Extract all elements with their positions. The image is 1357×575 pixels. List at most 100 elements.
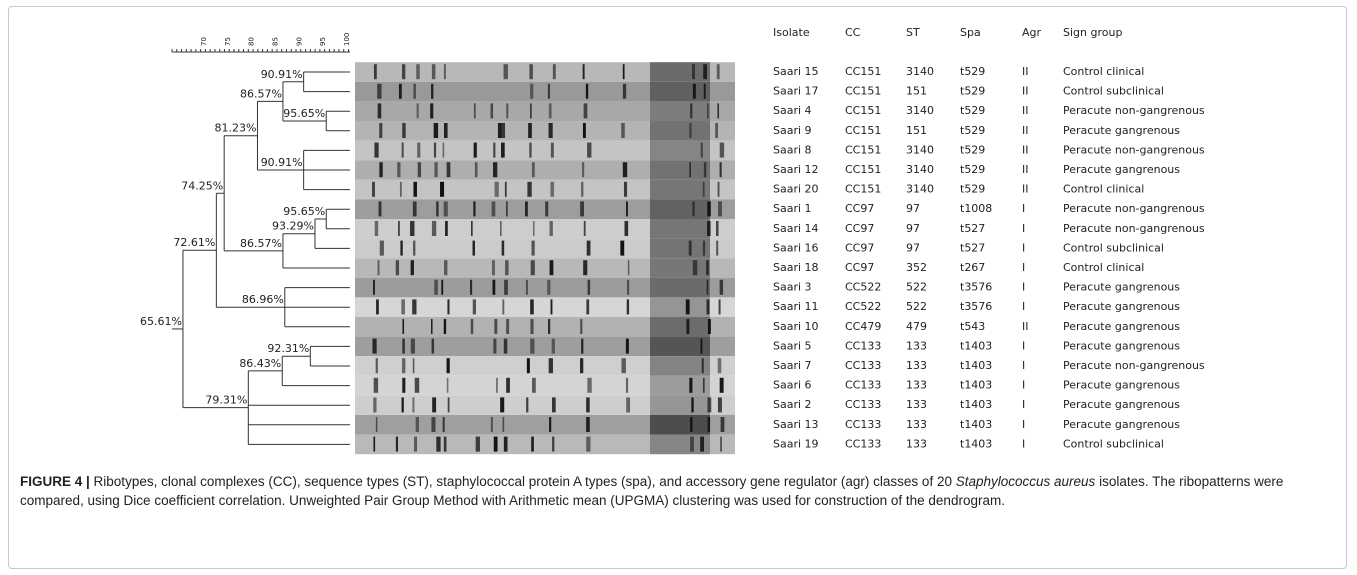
gel-band <box>582 123 586 138</box>
gel-band <box>431 338 435 354</box>
gel-band <box>502 299 505 315</box>
gel-lane <box>355 356 735 376</box>
table-cell: CC151 <box>845 124 881 137</box>
gel-band <box>583 260 588 276</box>
gel-band <box>401 299 405 315</box>
gel-band <box>470 319 474 334</box>
table-cell: CC133 <box>845 398 881 411</box>
gel-band <box>529 142 532 158</box>
caption-species: Staphylococcus aureus <box>955 474 1096 489</box>
table-header: Sign group <box>1063 26 1122 39</box>
node-label: 86.96% <box>242 293 284 306</box>
table-cell: Control clinical <box>1063 261 1144 274</box>
table-cell: Peracute non-gangrenous <box>1063 104 1205 117</box>
gel-band <box>586 436 591 452</box>
table-cell: Peracute gangrenous <box>1063 320 1180 333</box>
gel-lane <box>355 121 735 141</box>
gel-band <box>413 83 416 99</box>
table-cell: t1403 <box>960 398 992 411</box>
gel-band <box>580 358 584 374</box>
table-cell: t1403 <box>960 359 992 372</box>
gel-band <box>442 417 445 432</box>
gel-band <box>491 260 495 276</box>
gel-band <box>545 201 549 217</box>
table-cell: 151 <box>906 85 927 98</box>
table-cell: CC479 <box>845 320 881 333</box>
table-cell: Peracute gangrenous <box>1063 163 1180 176</box>
table-cell: 522 <box>906 281 927 294</box>
gel-band <box>547 83 551 99</box>
gel-band <box>622 162 628 178</box>
table-cell: Saari 13 <box>773 418 819 431</box>
gel-band <box>549 260 554 276</box>
gel-band <box>373 436 376 452</box>
gel-band <box>582 64 585 80</box>
gel-band <box>506 377 510 393</box>
gel-smear <box>650 219 710 239</box>
table-cell: Saari 8 <box>773 143 812 156</box>
table-cell: t1008 <box>960 202 992 215</box>
gel-band <box>501 142 505 158</box>
table-cell: Peracute gangrenous <box>1063 398 1180 411</box>
gel-band <box>431 221 437 236</box>
gel-band <box>443 64 446 80</box>
gel-band <box>692 64 695 80</box>
node-label: 92.31% <box>267 342 309 355</box>
table-cell: 151 <box>906 124 927 137</box>
gel-band <box>688 240 692 256</box>
gel-band <box>431 83 434 99</box>
gel-band <box>443 436 447 452</box>
table-cell: Peracute non-gangrenous <box>1063 359 1205 372</box>
scale-tick-label: 85 <box>271 37 279 46</box>
table-cell: Peracute gangrenous <box>1063 339 1180 352</box>
gel-lane <box>355 258 735 278</box>
table-cell: I <box>1022 222 1025 235</box>
table-cell: Control subclinical <box>1063 437 1164 450</box>
table-cell: t543 <box>960 320 985 333</box>
gel-band <box>372 338 377 354</box>
scale-tick-label: 90 <box>295 37 303 46</box>
table-cell: CC151 <box>845 104 881 117</box>
table-cell: 3140 <box>906 143 934 156</box>
gel-lane <box>355 81 735 102</box>
table-cell: I <box>1022 261 1025 274</box>
table-cell: Saari 1 <box>773 202 812 215</box>
gel-band <box>548 358 553 374</box>
table-cell: CC151 <box>845 163 881 176</box>
gel-band <box>716 221 719 236</box>
gel-band <box>506 319 510 334</box>
gel-band <box>410 221 415 236</box>
gel-band <box>690 417 693 432</box>
table-cell: CC133 <box>845 339 881 352</box>
gel-band <box>504 181 507 197</box>
gel-band <box>587 279 591 295</box>
gel-lane <box>355 336 735 357</box>
gel-band <box>549 417 552 432</box>
gel-band <box>434 279 438 295</box>
gel-band <box>526 358 530 374</box>
gel-band <box>626 279 630 295</box>
table-cell: Saari 6 <box>773 379 812 392</box>
gel-band <box>530 260 535 276</box>
gel-smear <box>650 336 710 357</box>
gel-band <box>583 221 586 236</box>
gel-band <box>433 142 437 158</box>
node-label: 93.29% <box>272 220 314 233</box>
gel-band <box>718 299 721 315</box>
gel-band <box>413 181 417 197</box>
table-cell: Peracute non-gangrenous <box>1063 143 1205 156</box>
gel-smear <box>650 121 710 141</box>
gel-band <box>529 103 532 119</box>
scale-tick-label: 100 <box>343 33 351 46</box>
gel-band <box>526 397 529 413</box>
gel-band <box>493 162 498 178</box>
table-cell: Saari 20 <box>773 183 819 196</box>
gel-lane <box>355 179 735 200</box>
gel-lane <box>355 395 735 415</box>
gel-band <box>717 103 720 119</box>
gel-band <box>443 201 448 217</box>
gel-band <box>441 279 444 295</box>
gel-band <box>686 319 690 334</box>
gel-band <box>549 221 553 236</box>
gel-band <box>547 319 551 334</box>
